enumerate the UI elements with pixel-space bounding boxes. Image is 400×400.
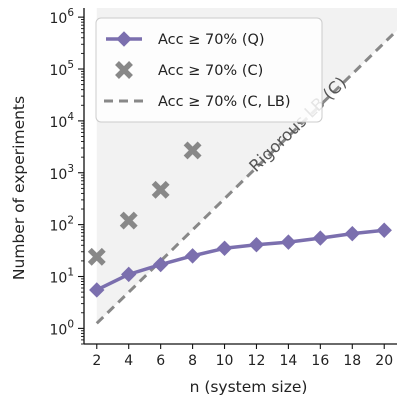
series-c-point-0-strokes [87,247,106,266]
y-tick-exponent-3: 3 [67,163,74,175]
series-layer [87,29,399,325]
legend-label-0: Acc ≥ 70% (Q) [158,32,265,48]
series-c-point-1-strokes [119,211,138,230]
x-tick-label-4: 10 [216,353,234,369]
y-tick-exponent-0: 0 [67,318,74,330]
x-tick-label-3: 8 [188,353,197,369]
series-c-point-0 [87,247,106,266]
legend-swatch-q-marker [116,31,132,47]
legend-swatch-c-marker-strokes [115,61,133,79]
series-q-line [96,228,385,292]
series-lb-dashed-line [95,29,399,325]
y-tick-exponent-4: 4 [67,111,74,123]
y-tick-base-2: 10 [49,219,67,235]
y-tick-exponent-1: 1 [67,267,74,279]
legend-layer: Acc ≥ 70% (Q) Acc ≥ 70% (C) Acc ≥ 70% (C, … [95,17,323,123]
y-tick-label-3: 103 [49,163,74,183]
y-tick-label-6: 106 [49,7,74,27]
x-tick-label-6: 14 [279,353,297,369]
y-tick-label-2: 102 [49,215,74,235]
x-tick-label-5: 12 [248,353,266,369]
y-tick-base-3: 10 [49,167,67,183]
x-axis-label: n (system size) [190,378,308,396]
series-q-point-5 [248,237,265,253]
series-c-point-2-strokes [151,180,170,199]
x-tick-label-0: 2 [92,353,101,369]
y-tick-base-6: 10 [49,11,67,27]
y-axis-label: Number of experiments [10,96,28,280]
x-tick-label-7: 16 [311,353,329,369]
series-q-point-1 [121,266,137,283]
series-q-point-9 [376,222,392,238]
y-tick-exponent-5: 5 [67,59,74,71]
series-c-point-3 [183,141,202,160]
y-tick-label-5: 105 [49,59,74,79]
series-q-point-6 [280,234,297,250]
x-tick-label-2: 6 [156,353,165,369]
legend-label-2: Acc ≥ 70% (C, LB) [158,94,291,110]
y-tick-label-0: 100 [49,318,74,338]
legend-swatch-c-marker [115,61,133,79]
y-tick-exponent-2: 2 [67,215,74,227]
series-q-point-3 [184,248,201,264]
series-c-point-3-strokes [183,141,202,160]
x-tick-label-1: 4 [124,353,133,369]
series-q-point-0 [89,282,105,298]
y-tick-base-5: 10 [49,63,67,79]
series-q-point-2 [152,256,169,273]
y-tick-label-1: 101 [49,267,74,287]
x-tick-label-9: 20 [375,353,393,369]
y-tick-exponent-6: 6 [67,7,74,19]
series-q-point-4 [216,240,233,256]
legend-label-1: Acc ≥ 70% (C) [158,63,263,79]
y-tick-base-0: 10 [49,322,67,338]
y-tick-base-1: 10 [49,271,67,287]
series-c-point-2 [151,180,170,199]
y-tick-label-4: 104 [49,111,74,131]
series-q-point-7 [312,230,329,246]
y-tick-base-4: 10 [49,115,67,131]
x-tick-label-8: 18 [343,353,361,369]
series-q-point-8 [344,225,360,242]
legend-box [95,17,323,123]
series-c-point-1 [119,211,138,230]
